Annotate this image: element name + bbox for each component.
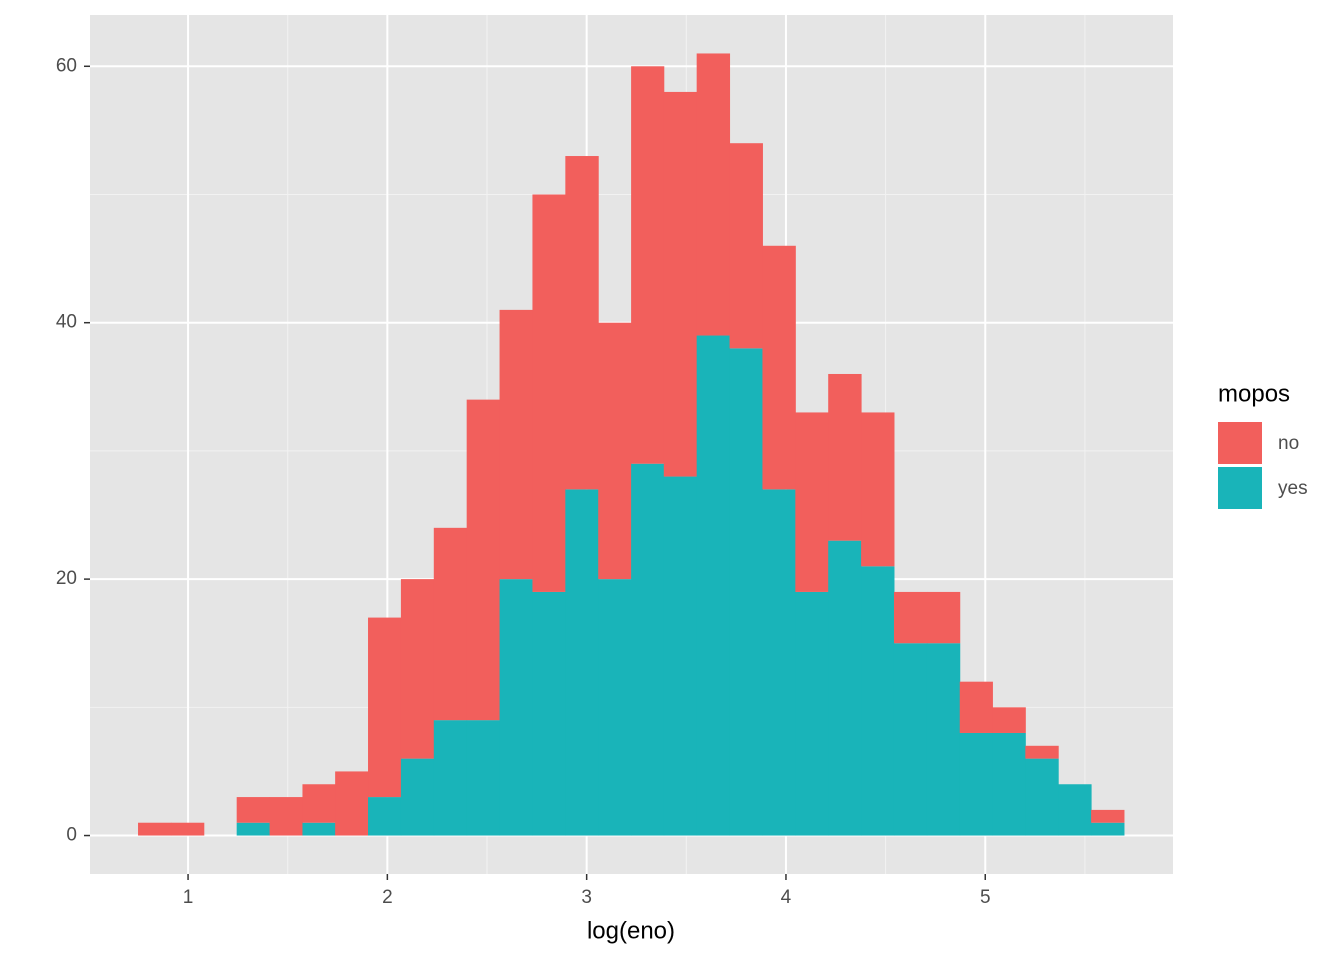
bar <box>1091 809 1125 823</box>
bar <box>795 591 829 836</box>
legend-title: mopos <box>1218 380 1290 407</box>
bar <box>565 489 599 836</box>
x-axis-title: log(eno) <box>587 917 675 944</box>
bar <box>368 617 402 798</box>
bar <box>532 194 566 592</box>
bar <box>466 720 501 836</box>
bar <box>236 797 271 823</box>
bar <box>893 643 928 836</box>
bar <box>959 681 993 733</box>
x-tick-label: 4 <box>781 887 792 908</box>
legend-key <box>1218 422 1262 464</box>
bar <box>1025 745 1059 759</box>
bar <box>663 91 698 477</box>
y-tick-label: 0 <box>66 825 77 846</box>
bar <box>433 720 468 836</box>
bar <box>729 143 763 349</box>
bar <box>992 732 1026 836</box>
x-tick-label: 1 <box>183 887 194 908</box>
x-tick-label: 2 <box>382 887 393 908</box>
bar <box>631 66 665 464</box>
bar <box>335 771 369 836</box>
legend-label: no <box>1278 433 1299 454</box>
y-tick-label: 40 <box>56 312 77 333</box>
bar <box>302 784 336 823</box>
bar <box>1025 758 1059 836</box>
bar <box>400 758 435 836</box>
bar <box>368 797 402 836</box>
bar <box>762 245 796 490</box>
x-tick-label: 5 <box>980 887 991 908</box>
y-tick-label: 60 <box>56 55 77 76</box>
bar <box>433 527 468 721</box>
bar <box>236 822 271 836</box>
bar <box>400 579 435 759</box>
y-tick-label: 20 <box>56 568 77 589</box>
bar <box>1091 822 1125 836</box>
bar <box>696 53 731 336</box>
bar <box>269 797 303 836</box>
bar <box>926 643 961 836</box>
bar <box>532 591 566 836</box>
bar <box>828 373 862 541</box>
bar <box>762 489 796 836</box>
bar <box>1058 784 1092 836</box>
bar <box>302 822 336 836</box>
bar <box>466 399 501 721</box>
bar <box>631 463 665 836</box>
bar <box>926 591 961 644</box>
bar <box>861 412 895 567</box>
bar <box>598 322 632 580</box>
bar <box>138 822 172 836</box>
legend-key <box>1218 467 1262 509</box>
bar <box>893 591 928 644</box>
bar <box>170 822 205 836</box>
x-tick-label: 3 <box>581 887 592 908</box>
bar <box>663 476 698 836</box>
bar <box>729 348 763 836</box>
bar <box>598 579 632 836</box>
bar <box>499 579 533 836</box>
bar <box>861 566 895 836</box>
legend-label: yes <box>1278 478 1308 499</box>
bar <box>565 156 599 490</box>
bar <box>992 707 1026 733</box>
bar <box>499 309 533 580</box>
bar <box>795 412 829 592</box>
bar <box>828 540 862 836</box>
bar <box>696 335 731 836</box>
bar <box>959 732 993 836</box>
